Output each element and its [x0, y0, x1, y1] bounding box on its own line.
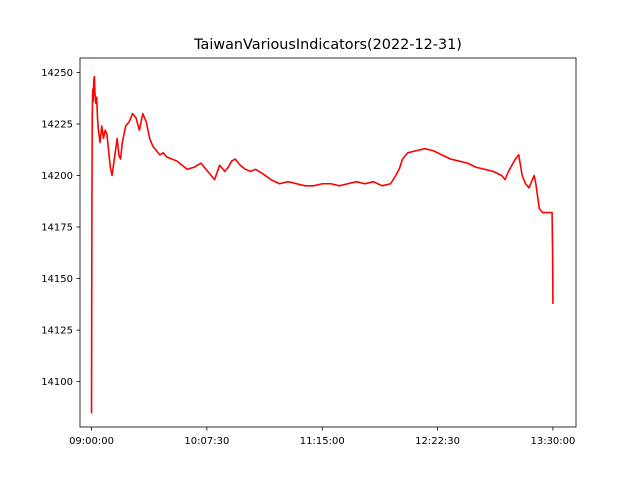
- y-tick-label: 14200: [41, 171, 73, 182]
- x-tick-label: 11:15:00: [300, 436, 345, 447]
- y-tick-label: 14250: [41, 68, 73, 79]
- y-tick-label: 14225: [41, 119, 73, 130]
- series-line: [90, 75, 554, 414]
- x-tick-label: 13:30:00: [530, 436, 575, 447]
- x-tick-label: 09:00:00: [69, 436, 114, 447]
- y-tick-label: 14125: [41, 326, 73, 337]
- y-tick-label: 14175: [41, 223, 73, 234]
- y-tick-label: 14150: [41, 274, 73, 285]
- x-tick-label: 12:22:30: [415, 436, 460, 447]
- x-tick-label: 10:07:30: [184, 436, 229, 447]
- chart-title: TaiwanVariousIndicators(2022-12-31): [193, 37, 462, 53]
- y-tick-label: 14100: [41, 377, 73, 388]
- axes-frame: [79, 57, 577, 428]
- plot-area: 09:00:00 10:07:30 11:15:00 12:22:30 13:30:00…: [41, 57, 577, 447]
